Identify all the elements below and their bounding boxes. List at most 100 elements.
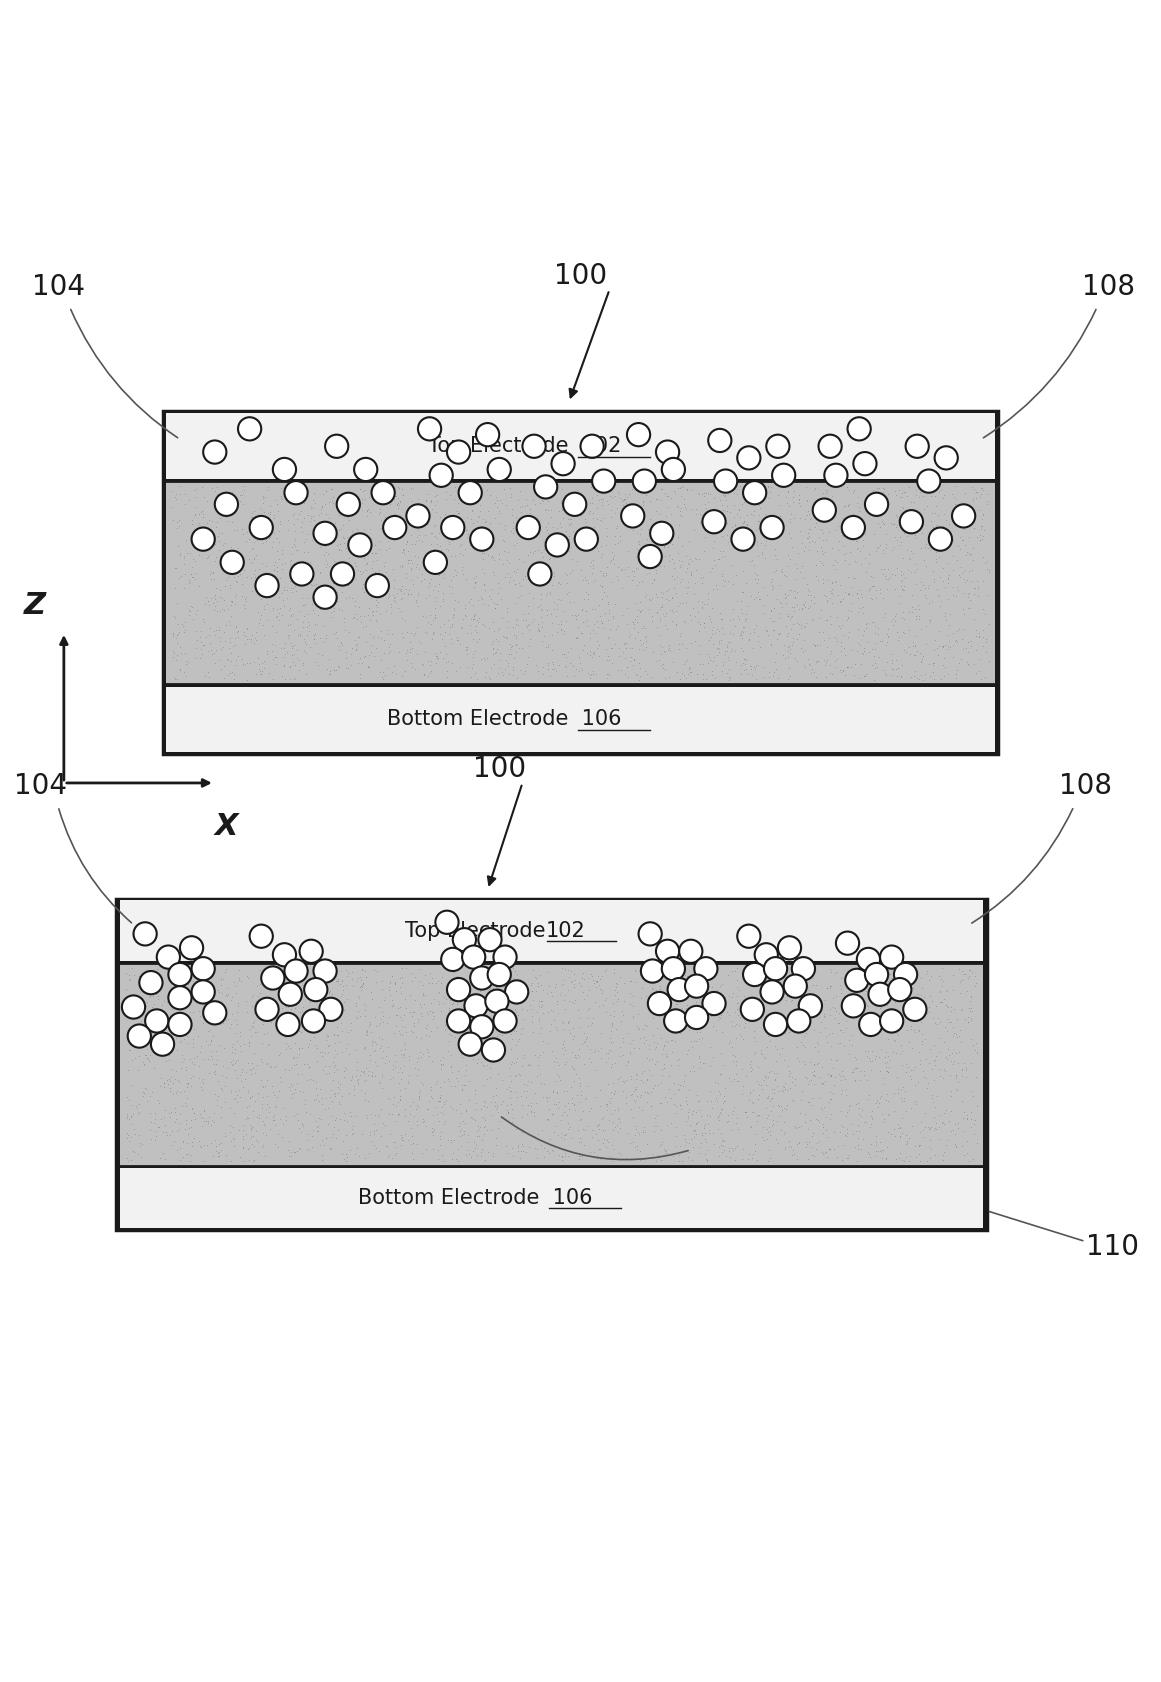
Point: [610, 478, 628, 505]
Point: [849, 1093, 867, 1120]
Point: [500, 563, 519, 590]
Point: [390, 964, 409, 991]
Point: [632, 516, 650, 543]
Point: [736, 1098, 755, 1125]
Point: [358, 577, 376, 604]
Point: [841, 1092, 859, 1119]
Point: [362, 567, 381, 594]
Point: [896, 496, 915, 523]
Circle shape: [760, 981, 784, 1004]
Point: [694, 538, 713, 565]
Point: [795, 589, 814, 616]
Point: [276, 550, 295, 577]
Point: [879, 624, 897, 651]
Point: [500, 631, 519, 658]
Point: [816, 582, 835, 609]
Point: [502, 1050, 520, 1076]
Point: [584, 639, 603, 666]
Point: [283, 1073, 302, 1100]
Point: [142, 1011, 160, 1038]
Point: [367, 969, 385, 996]
Point: [603, 1011, 621, 1038]
Point: [637, 1088, 656, 1115]
Point: [290, 1135, 309, 1162]
Point: [857, 1108, 875, 1135]
Point: [871, 1129, 889, 1156]
Point: [745, 565, 764, 592]
Point: [916, 1045, 935, 1071]
Point: [819, 1144, 837, 1171]
Point: [867, 585, 886, 612]
Point: [939, 1041, 958, 1068]
Point: [286, 1139, 304, 1166]
Point: [202, 532, 221, 558]
Point: [542, 979, 561, 1006]
Point: [693, 964, 712, 991]
Point: [978, 555, 996, 582]
Point: [244, 520, 262, 547]
Point: [668, 563, 686, 590]
Point: [723, 595, 742, 622]
Point: [591, 976, 610, 1002]
Point: [762, 632, 780, 659]
Point: [467, 1090, 485, 1117]
Point: [569, 1117, 587, 1144]
Point: [361, 1011, 380, 1038]
Point: [275, 1014, 294, 1041]
Point: [796, 1108, 815, 1135]
Point: [686, 602, 705, 629]
Point: [158, 957, 176, 984]
Circle shape: [424, 550, 447, 574]
Point: [852, 1135, 871, 1162]
Point: [338, 1144, 356, 1171]
Point: [830, 1061, 849, 1088]
Point: [877, 521, 895, 548]
Point: [777, 987, 795, 1014]
Point: [187, 617, 205, 644]
Point: [553, 1102, 571, 1129]
Point: [166, 1108, 185, 1135]
Point: [257, 526, 275, 553]
Point: [282, 533, 301, 560]
Point: [298, 1034, 317, 1061]
Point: [482, 1006, 500, 1033]
Point: [582, 960, 600, 987]
Point: [267, 569, 286, 595]
Point: [399, 547, 418, 574]
Point: [332, 489, 351, 516]
Point: [939, 528, 958, 555]
Point: [430, 548, 448, 575]
Point: [202, 637, 221, 664]
Point: [381, 637, 399, 664]
Point: [676, 607, 694, 634]
Point: [121, 967, 139, 994]
Point: [834, 585, 852, 612]
Point: [529, 987, 548, 1014]
Point: [632, 478, 650, 505]
Point: [342, 1016, 361, 1043]
Point: [950, 1023, 968, 1050]
Point: [240, 545, 259, 572]
Point: [224, 1050, 243, 1076]
Point: [906, 1088, 924, 1115]
Point: [904, 1056, 923, 1083]
Point: [816, 986, 835, 1013]
Point: [735, 614, 753, 641]
Point: [504, 661, 522, 688]
Point: [785, 478, 803, 505]
Point: [505, 622, 524, 649]
Point: [363, 597, 382, 624]
Point: [779, 1063, 798, 1090]
Point: [241, 550, 260, 577]
Point: [580, 637, 599, 664]
Point: [884, 612, 902, 639]
Point: [476, 510, 495, 537]
Point: [298, 977, 317, 1004]
Point: [863, 609, 881, 636]
Point: [828, 959, 846, 986]
Point: [193, 1076, 211, 1103]
Point: [682, 545, 700, 572]
Point: [370, 1034, 389, 1061]
Point: [428, 481, 447, 508]
Point: [978, 548, 996, 575]
